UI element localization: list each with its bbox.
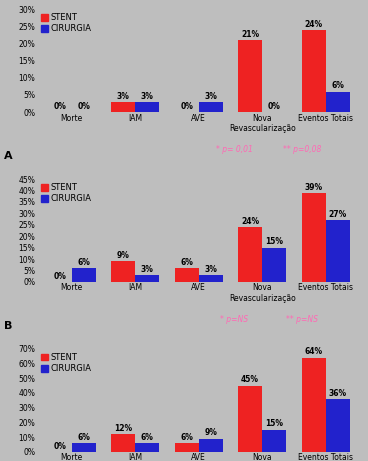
Bar: [72, 268, 96, 282]
Bar: [262, 430, 286, 452]
Bar: [199, 438, 223, 452]
Text: 24%: 24%: [305, 19, 323, 29]
Text: 6%: 6%: [331, 81, 344, 90]
Bar: [326, 399, 350, 452]
Text: 9%: 9%: [117, 251, 130, 260]
Text: 15%: 15%: [265, 237, 283, 247]
Bar: [326, 92, 350, 112]
Legend: STENT, CIRURGIA: STENT, CIRURGIA: [39, 182, 93, 205]
Text: 3%: 3%: [141, 92, 154, 100]
Bar: [302, 358, 326, 452]
Bar: [262, 248, 286, 282]
Bar: [238, 385, 262, 452]
Bar: [174, 443, 199, 452]
Text: 3%: 3%: [141, 265, 154, 274]
Bar: [302, 30, 326, 112]
Legend: STENT, CIRURGIA: STENT, CIRURGIA: [39, 351, 93, 375]
Text: 6%: 6%: [141, 433, 154, 442]
Text: * p=NS: * p=NS: [220, 315, 248, 324]
Bar: [72, 443, 96, 452]
Text: 0%: 0%: [77, 102, 90, 111]
Text: 6%: 6%: [77, 258, 90, 267]
Text: 21%: 21%: [241, 30, 259, 39]
Text: 0%: 0%: [53, 442, 66, 450]
Text: 27%: 27%: [329, 210, 347, 219]
Text: A: A: [4, 151, 13, 161]
Bar: [111, 261, 135, 282]
Bar: [111, 434, 135, 452]
Bar: [238, 227, 262, 282]
Bar: [174, 268, 199, 282]
Text: 6%: 6%: [180, 433, 193, 442]
Text: 6%: 6%: [77, 433, 90, 442]
Text: 0%: 0%: [53, 272, 66, 281]
Bar: [111, 102, 135, 112]
Text: * p= 0,01: * p= 0,01: [216, 145, 253, 154]
Text: 0%: 0%: [268, 102, 281, 111]
Text: B: B: [4, 321, 13, 331]
Text: 3%: 3%: [204, 265, 217, 274]
Bar: [238, 40, 262, 112]
Text: 3%: 3%: [117, 92, 130, 100]
Text: ** p=0,08: ** p=0,08: [283, 145, 322, 154]
Text: ** p=NS: ** p=NS: [286, 315, 318, 324]
Bar: [135, 102, 159, 112]
Bar: [135, 443, 159, 452]
Text: 39%: 39%: [305, 183, 323, 191]
Bar: [199, 102, 223, 112]
Text: 9%: 9%: [204, 428, 217, 437]
Text: 6%: 6%: [180, 258, 193, 267]
Text: 0%: 0%: [53, 102, 66, 111]
Bar: [199, 275, 223, 282]
Text: 36%: 36%: [329, 389, 347, 398]
Bar: [326, 220, 350, 282]
Text: 24%: 24%: [241, 217, 259, 226]
Text: 64%: 64%: [305, 348, 323, 356]
Legend: STENT, CIRURGIA: STENT, CIRURGIA: [39, 12, 93, 35]
Bar: [135, 275, 159, 282]
Text: 0%: 0%: [180, 102, 193, 111]
Text: 12%: 12%: [114, 424, 132, 433]
Text: 15%: 15%: [265, 420, 283, 428]
Text: 45%: 45%: [241, 375, 259, 384]
Bar: [302, 193, 326, 282]
Text: 3%: 3%: [204, 92, 217, 100]
